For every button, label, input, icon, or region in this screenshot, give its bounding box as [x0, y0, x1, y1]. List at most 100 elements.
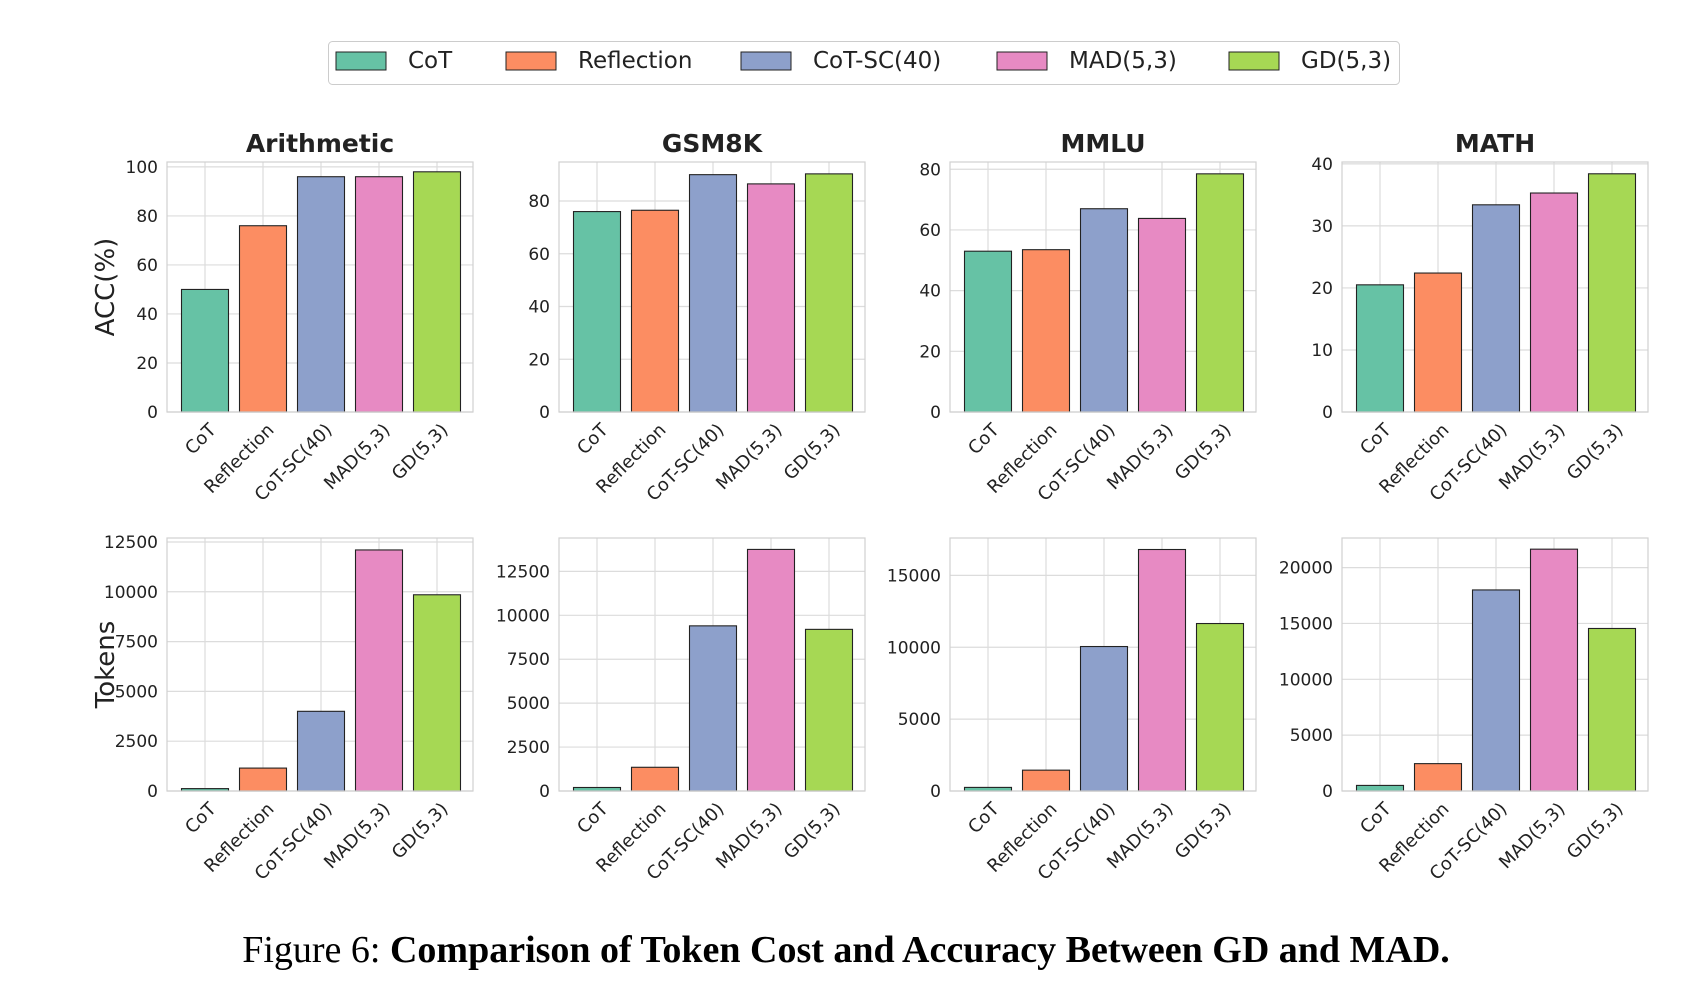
bar-gd-5-3	[804, 173, 854, 413]
x-tick-label-gd-5-3: GD(5,3)	[780, 799, 845, 864]
legend-swatch-mad-5-3	[996, 51, 1048, 71]
y-tick-label: 10	[1311, 341, 1333, 361]
y-tick-label: 5000	[507, 694, 550, 714]
y-axis-label: ACC(%)	[91, 238, 121, 337]
bar-mad-5-3	[746, 548, 796, 792]
y-tick-label: 10000	[496, 606, 550, 626]
bar-cot-sc-40	[1471, 204, 1521, 413]
bar-reflection	[1413, 272, 1463, 413]
x-tick-label-cot: CoT	[964, 419, 1004, 459]
y-tick-label: 0	[930, 782, 941, 802]
y-tick-label: 2500	[115, 732, 158, 752]
bar-cot-sc-40	[1471, 589, 1521, 792]
x-tick-label-cot: CoT	[181, 419, 221, 459]
y-tick-label: 60	[136, 256, 158, 276]
bar-reflection	[1021, 249, 1071, 413]
plot-frame	[166, 537, 474, 792]
bar-mad-5-3	[1137, 548, 1187, 792]
x-tick-label-gd-5-3: GD(5,3)	[1171, 420, 1236, 485]
y-tick-label: 0	[1322, 782, 1333, 802]
panel-tokens-1: 02500500075001000012500CoTReflectionCoT-…	[91, 533, 474, 885]
y-tick-label: 80	[136, 207, 158, 227]
legend-label-mad-5-3: MAD(5,3)	[1069, 48, 1177, 74]
y-tick-label: 0	[539, 403, 550, 423]
chart-grid: 020406080100CoTReflectionCoT-SC(40)MAD(5…	[91, 129, 1649, 885]
bar-cot	[180, 288, 230, 413]
x-tick-label-cot: CoT	[573, 798, 613, 838]
x-tick-label-gd-5-3: GD(5,3)	[1171, 799, 1236, 864]
plot-frame	[558, 537, 866, 792]
bar-cot-sc-40	[1079, 208, 1129, 413]
panel-mmlu: 020406080CoTReflectionCoT-SC(40)MAD(5,3)…	[919, 129, 1257, 506]
y-tick-label: 60	[528, 245, 550, 265]
bar-mad-5-3	[1529, 192, 1579, 413]
bar-mad-5-3	[1137, 217, 1187, 413]
y-tick-label: 20	[136, 354, 158, 374]
panel-tokens-4: 05000100001500020000CoTReflectionCoT-SC(…	[1279, 537, 1649, 885]
bar-reflection	[1413, 763, 1463, 792]
y-tick-label: 0	[147, 782, 158, 802]
plot-frame	[166, 161, 474, 413]
panel-tokens-3: 050001000015000CoTReflectionCoT-SC(40)MA…	[887, 537, 1257, 885]
bar-mad-5-3	[746, 183, 796, 413]
y-tick-label: 10000	[104, 583, 158, 603]
y-tick-label: 30	[1311, 217, 1333, 237]
y-tick-label: 20	[1311, 279, 1333, 299]
bar-cot	[572, 211, 622, 413]
legend-label-cot: CoT	[408, 48, 453, 74]
bar-mad-5-3	[354, 549, 404, 792]
bar-gd-5-3	[1587, 627, 1637, 792]
figure-caption: Figure 6: Comparison of Token Cost and A…	[0, 928, 1692, 972]
legend-swatch-reflection	[505, 51, 557, 71]
y-tick-label: 7500	[115, 633, 158, 653]
bar-gd-5-3	[1195, 622, 1245, 792]
caption-prefix: Figure 6:	[242, 929, 390, 971]
x-tick-label-gd-5-3: GD(5,3)	[1563, 799, 1628, 864]
plot-frame	[1341, 161, 1649, 413]
y-tick-label: 10000	[1279, 670, 1333, 690]
y-tick-label: 80	[919, 160, 941, 180]
y-tick-label: 0	[147, 403, 158, 423]
legend-swatch-gd-5-3	[1228, 51, 1280, 71]
x-tick-label-gd-5-3: GD(5,3)	[1563, 420, 1628, 485]
y-tick-label: 20	[528, 350, 550, 370]
y-tick-label: 0	[930, 403, 941, 423]
legend-label-cot-sc-40: CoT-SC(40)	[813, 48, 941, 74]
y-tick-label: 15000	[1279, 614, 1333, 634]
x-tick-label-gd-5-3: GD(5,3)	[388, 420, 453, 485]
legend: CoT Reflection CoT-SC(40) MAD(5,3) GD(5,3)	[328, 41, 1400, 85]
panel-title: GSM8K	[662, 129, 764, 158]
bar-mad-5-3	[1529, 548, 1579, 792]
y-tick-label: 15000	[887, 566, 941, 586]
y-tick-label: 12500	[496, 562, 550, 582]
x-tick-label-gd-5-3: GD(5,3)	[780, 420, 845, 485]
legend-swatch-cot-sc-40	[740, 51, 792, 71]
y-tick-label: 40	[136, 305, 158, 325]
panel-tokens-2: 02500500075001000012500CoTReflectionCoT-…	[496, 537, 866, 885]
bar-cot	[963, 250, 1013, 413]
y-tick-label: 100	[126, 158, 158, 178]
bar-reflection	[630, 209, 680, 413]
y-tick-label: 5000	[898, 710, 941, 730]
bar-gd-5-3	[1195, 173, 1245, 413]
panel-title: MMLU	[1060, 129, 1145, 158]
caption-title: Comparison of Token Cost and Accuracy Be…	[389, 929, 1450, 971]
y-tick-label: 5000	[1290, 726, 1333, 746]
x-tick-label-cot: CoT	[573, 419, 613, 459]
bar-gd-5-3	[1587, 173, 1637, 413]
y-tick-label: 40	[1311, 155, 1333, 175]
y-tick-label: 80	[528, 192, 550, 212]
y-tick-label: 7500	[507, 650, 550, 670]
bar-cot-sc-40	[296, 176, 346, 413]
plot-frame	[1341, 537, 1649, 792]
y-axis-label: Tokens	[91, 621, 121, 710]
y-tick-label: 20	[919, 342, 941, 362]
plot-frame	[949, 537, 1257, 792]
plot-frame	[558, 161, 866, 413]
bar-mad-5-3	[354, 176, 404, 413]
legend-label-reflection: Reflection	[578, 48, 692, 74]
y-tick-label: 60	[919, 221, 941, 241]
y-tick-label: 0	[1322, 403, 1333, 423]
bar-gd-5-3	[804, 628, 854, 792]
